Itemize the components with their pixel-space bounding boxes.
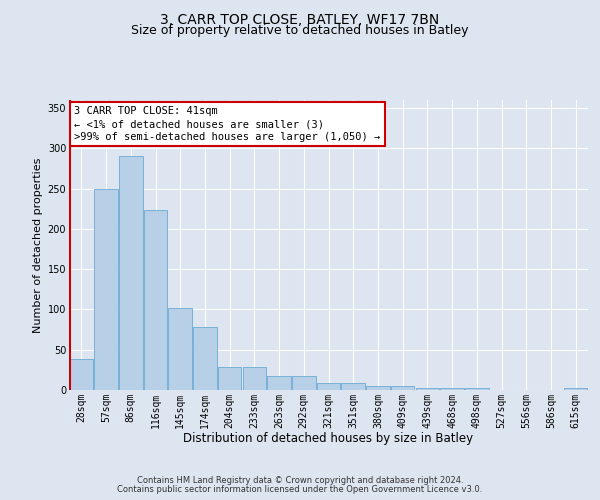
Bar [564,388,587,390]
Bar [416,388,439,390]
Bar [119,156,143,390]
Bar [169,308,192,390]
Text: Contains HM Land Registry data © Crown copyright and database right 2024.: Contains HM Land Registry data © Crown c… [137,476,463,485]
Text: Contains public sector information licensed under the Open Government Licence v3: Contains public sector information licen… [118,485,482,494]
Text: Size of property relative to detached houses in Batley: Size of property relative to detached ho… [131,24,469,37]
Bar [341,383,365,390]
Bar [465,388,488,390]
Bar [317,383,340,390]
Text: 3, CARR TOP CLOSE, BATLEY, WF17 7BN: 3, CARR TOP CLOSE, BATLEY, WF17 7BN [160,12,440,26]
Bar [268,376,291,390]
Bar [242,366,266,390]
Bar [70,360,93,390]
Bar [94,188,118,390]
X-axis label: Distribution of detached houses by size in Batley: Distribution of detached houses by size … [184,432,473,445]
Bar [144,210,167,390]
Bar [292,376,316,390]
Bar [440,388,464,390]
Bar [193,327,217,390]
Text: 3 CARR TOP CLOSE: 41sqm
← <1% of detached houses are smaller (3)
>99% of semi-de: 3 CARR TOP CLOSE: 41sqm ← <1% of detache… [74,106,380,142]
Bar [366,386,389,390]
Y-axis label: Number of detached properties: Number of detached properties [34,158,43,332]
Bar [391,386,415,390]
Bar [218,366,241,390]
